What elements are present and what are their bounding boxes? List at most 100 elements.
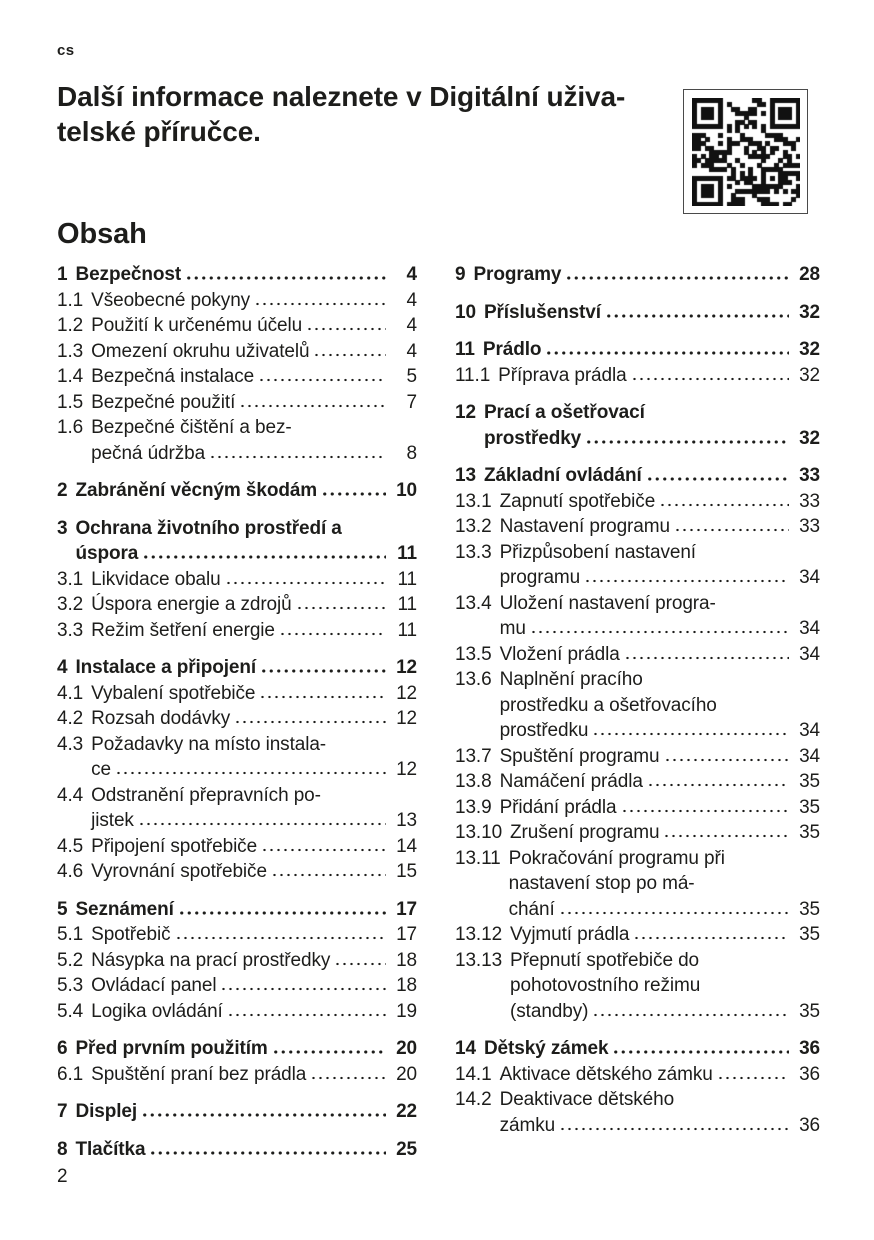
toc-entry-number: 7	[57, 1101, 68, 1122]
toc-entry: 13.11 Pokračování programu při nastavení s…	[455, 846, 820, 923]
page-number: 2	[57, 1166, 68, 1187]
toc-entry-text: Úspora energie a zdrojů 11	[91, 592, 417, 618]
toc-entry: 4 Instalace a připojení 12	[57, 655, 417, 681]
toc-entry-text: Naplnění pracího prostředku a ošetřovacíh…	[500, 667, 821, 744]
toc-entry-number: 13.8	[455, 771, 492, 792]
toc-entry-text: Omezení okruhu uživatelů 4	[91, 339, 417, 365]
dot-leader	[663, 757, 789, 762]
toc-entry-text: Příslušenství 32	[484, 300, 820, 326]
dot-leader	[565, 276, 789, 280]
toc-entry-page: 35	[799, 898, 820, 920]
toc-entry-text: Bezpečnost 4	[75, 262, 417, 288]
toc-entry-number: 1.1	[57, 289, 84, 311]
toc-entry: 11.1 Příprava prádla 32	[455, 363, 820, 389]
toc-entry: 13.7 Spuštění programu 34	[455, 744, 820, 770]
toc-entry-number: 13.11	[455, 847, 501, 869]
toc-entry-page: 36	[799, 1114, 820, 1136]
dot-leader	[278, 631, 386, 636]
toc-entry-number: 1	[57, 264, 68, 285]
toc-entry-text: Seznámení 17	[75, 897, 417, 923]
toc-entry-number: 4.1	[57, 682, 84, 704]
toc-entry-number: 10	[455, 301, 476, 323]
toc-entry-page: 33	[799, 465, 820, 486]
toc-entry-text: Prádlo 32	[483, 337, 820, 363]
toc-entry-page: 4	[406, 340, 418, 362]
toc-entry-text: Likvidace obalu 11	[91, 567, 417, 593]
dot-leader	[321, 492, 386, 496]
toc-entry-page: 11	[397, 619, 417, 641]
toc-entry-number: 13.6	[455, 669, 492, 690]
dot-leader	[141, 1113, 386, 1117]
toc-entry-text: Bezpečné čištění a bez-pečná údržba 8	[91, 415, 417, 466]
toc-entry-page: 32	[799, 339, 820, 360]
toc-entry-page: 18	[396, 975, 417, 996]
toc-entry-page: 17	[396, 924, 417, 945]
toc-entry-page: 12	[396, 682, 417, 704]
dot-leader	[142, 555, 386, 559]
toc-entry-number: 5	[57, 898, 68, 920]
toc-entry-page: 20	[396, 1038, 417, 1059]
dot-leader	[659, 502, 789, 507]
toc-entry-text: Prací a ošetřovací prostředky 32	[484, 400, 820, 451]
toc-entry-page: 32	[799, 301, 820, 323]
toc-entry-page: 35	[799, 822, 820, 843]
dot-leader	[220, 987, 386, 991]
dot-leader	[177, 910, 386, 915]
qr-code	[691, 97, 800, 206]
toc-entry-number: 4.6	[57, 861, 84, 882]
dot-leader	[260, 669, 386, 673]
toc-entry-number: 13	[455, 465, 476, 486]
dot-leader	[673, 528, 789, 532]
toc-entry-number: 3	[57, 517, 68, 539]
toc-entry: 1.4 Bezpečná instalace 5	[57, 364, 417, 390]
toc-entry-text: Nastavení programu 33	[500, 514, 821, 540]
page-heading-line-1: Další informace naleznete v Digitální už…	[57, 81, 626, 112]
toc-entry-text: Instalace a připojení 12	[75, 655, 417, 681]
toc-entry-text: Pokračování programu při nastavení stop p…	[509, 846, 820, 923]
toc-entry-page: 12	[396, 759, 417, 780]
toc-entry-text: Základní ovládání 33	[484, 463, 820, 489]
dot-leader	[620, 808, 789, 813]
dot-leader	[295, 606, 386, 610]
toc-entry-number: 13.12	[455, 924, 503, 945]
toc-entry: 13.1 Zapnutí spotřebiče 33	[455, 489, 820, 515]
dot-leader	[226, 1012, 386, 1017]
toc-entry-number: 13.2	[455, 516, 492, 537]
toc-entry-text: Namáčení prádla 35	[500, 769, 821, 795]
toc-entry-page: 11	[397, 594, 417, 615]
dot-leader	[174, 936, 386, 940]
toc-entry-text: Aktivace dětského zámku 36	[500, 1062, 821, 1088]
toc-entry-page: 36	[799, 1063, 820, 1085]
toc-entry-page: 33	[799, 490, 820, 512]
toc-entry-page: 20	[396, 1063, 417, 1085]
toc-entry: 10 Příslušenství 32	[455, 300, 820, 326]
toc-entry-text: Uložení nastavení progra-mu 34	[500, 591, 821, 642]
toc-entry-number: 4.5	[57, 835, 84, 857]
toc-column-right: 9 Programy 28 10 Příslušenství 32 11 Prádlo 32 11…	[455, 262, 820, 1138]
toc-entry-number: 13.9	[455, 796, 492, 818]
toc-entry-text: Vybalení spotřebiče 12	[91, 681, 417, 707]
dot-leader	[630, 376, 789, 381]
dot-leader	[663, 834, 789, 838]
toc-entry-text: Zabránění věcným škodám 10	[75, 478, 417, 504]
toc-entry-page: 22	[396, 1101, 417, 1122]
toc-entry-page: 34	[799, 745, 820, 767]
toc-entry-text: Přidání prádla 35	[500, 795, 821, 821]
toc-entry-page: 35	[799, 924, 820, 945]
toc-entry-number: 1.3	[57, 340, 84, 362]
toc-entry: 3.3 Režim šetření energie 11	[57, 618, 417, 644]
dot-leader	[306, 327, 386, 331]
toc-entry-page: 32	[799, 364, 820, 386]
toc-entry: 13.10 Zrušení programu 35	[455, 820, 820, 846]
toc-entry-page: 15	[396, 861, 417, 882]
toc-entry-number: 1.6	[57, 417, 84, 438]
toc-entry: 1.6 Bezpečné čištění a bez-pečná údržba 8	[57, 415, 417, 466]
toc-entry-number: 13.10	[455, 822, 503, 843]
toc-entry-page: 34	[799, 618, 820, 639]
toc-entry: 5.4 Logika ovládání 19	[57, 999, 417, 1025]
toc-entry-text: Tlačítka 25	[75, 1137, 417, 1163]
toc-entry: 12 Prací a ošetřovací prostředky 32	[455, 400, 820, 451]
dot-leader	[258, 378, 386, 382]
toc-entry-text: Logika ovládání 19	[91, 999, 417, 1025]
dot-leader	[185, 276, 386, 280]
